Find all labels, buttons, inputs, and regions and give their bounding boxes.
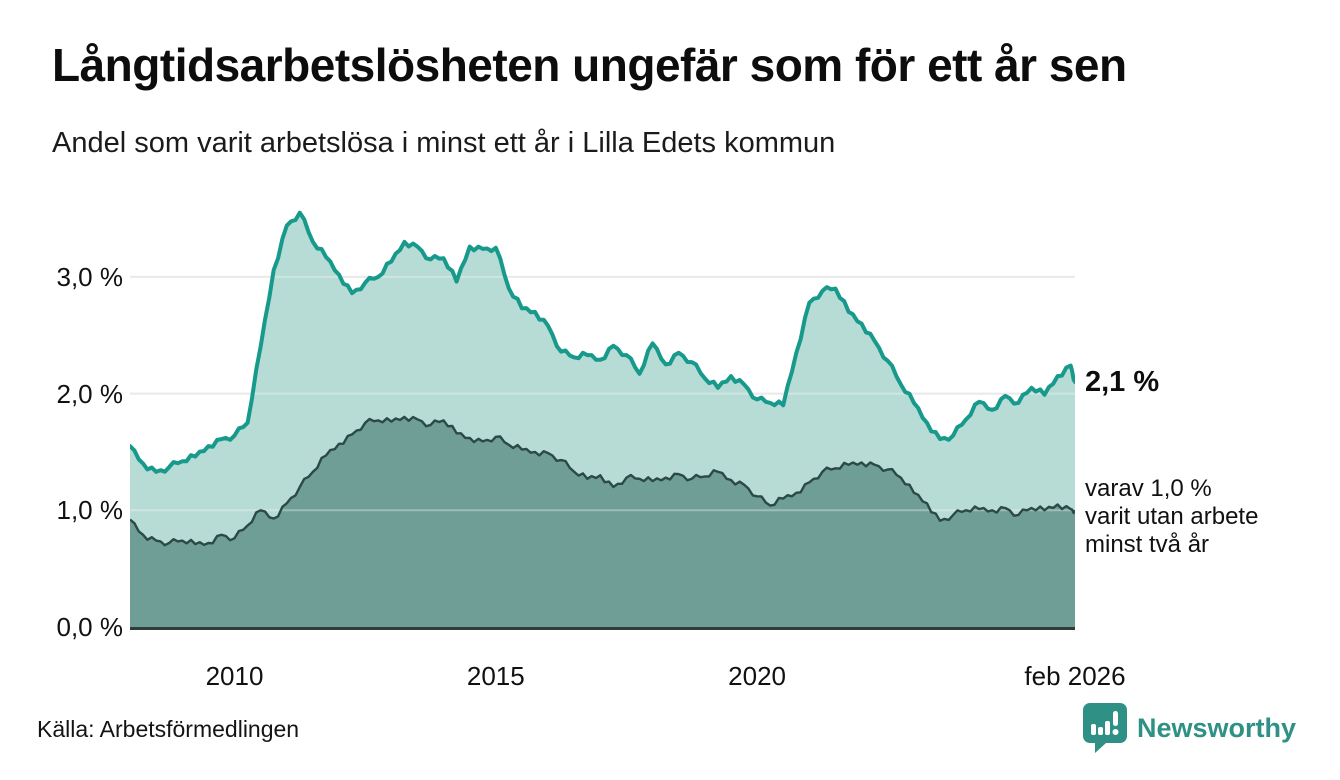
source-note: Källa: Arbetsförmedlingen [37, 716, 300, 742]
chart-plot-area [128, 190, 1077, 630]
x-axis-label: feb 2026 [1024, 661, 1126, 691]
long-term-unemployment-area-chart [128, 210, 1077, 630]
newsworthy-wordmark: Newsworthy [1136, 712, 1296, 743]
annotation-two-year-line-1: varav 1,0 % [1085, 475, 1212, 502]
x-axis-label: 2015 [466, 661, 525, 691]
annotation-two-year-line-2: varit utan arbete [1085, 503, 1259, 530]
annotation-two-year: varav 1,0 % varit utan arbete minst två … [1085, 475, 1258, 559]
x-axis-label: 2010 [205, 661, 264, 691]
page-subtitle: Andel som varit arbetslösa i minst ett å… [52, 127, 836, 159]
line-two-years [129, 415, 1077, 547]
y-axis-label: 1,0 % [56, 495, 124, 526]
annotation-latest-total: 2,1 % [1085, 366, 1160, 398]
page-title: Långtidsarbetslösheten ungefär som för e… [52, 39, 1127, 91]
annotation-two-year-line-3: minst två år [1085, 531, 1210, 558]
y-axis-label: 2,0 % [56, 378, 124, 409]
newsworthy-branding: Newsworthy [1082, 703, 1296, 753]
y-axis-label: 3,0 % [56, 261, 124, 292]
line-total-one-year [128, 210, 1077, 474]
newsworthy-logo-icon [1082, 703, 1127, 753]
x-axis-label: 2020 [728, 661, 787, 691]
y-axis-label: 0,0 % [56, 612, 124, 642]
